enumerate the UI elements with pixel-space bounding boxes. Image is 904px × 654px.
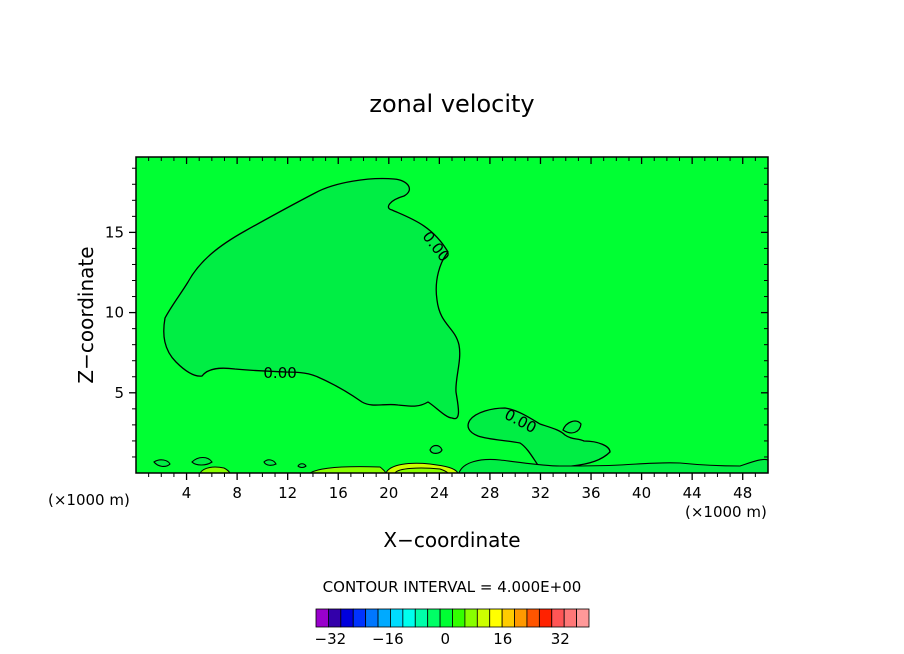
colorbar-swatch: [563, 608, 577, 628]
contour-interval-text: CONTOUR INTERVAL = 4.000E+00: [323, 578, 582, 596]
x-unit-left: (×1000 m): [48, 491, 130, 509]
colorbar-swatch: [452, 608, 466, 628]
x-tick-label: 28: [480, 484, 499, 502]
colorbar-swatch: [464, 608, 478, 628]
colorbar-tick-label: 16: [493, 630, 512, 648]
negative-region-lower-right: [429, 407, 611, 470]
x-tick-label: 44: [683, 484, 702, 502]
x-unit-right: (×1000 m): [685, 503, 767, 521]
colorbar-swatch: [315, 608, 329, 628]
y-tick-label: 5: [114, 384, 124, 402]
colorbar-swatch: [402, 608, 416, 628]
x-tick-label: 36: [581, 484, 600, 502]
colorbar-swatch: [390, 608, 404, 628]
colorbar-swatch: [538, 608, 553, 628]
x-axis: 4 8 12 16 20 24 28 32 36 40 44 48: [148, 157, 756, 502]
x-tick-label: 4: [182, 484, 192, 502]
y-tick-label: 10: [105, 304, 124, 322]
x-tick-label: 24: [430, 484, 449, 502]
colorbar-tick-label: 32: [551, 630, 570, 648]
colorbar-swatch: [414, 608, 429, 628]
y-axis-label: Z−coordinate: [74, 246, 98, 383]
surface-positive-patches: [199, 462, 459, 474]
colorbar-swatch: [427, 608, 441, 628]
colorbar-swatch: [377, 608, 391, 628]
x-tick-label: 48: [733, 484, 752, 502]
colorbar-swatch: [501, 608, 515, 628]
x-tick-label: 12: [278, 484, 297, 502]
negative-region-main: [163, 177, 461, 420]
chart-title: zonal velocity: [369, 90, 534, 118]
x-axis-label: X−coordinate: [383, 528, 520, 552]
negative-region-surface: [153, 456, 769, 474]
x-tick-label: 8: [232, 484, 242, 502]
colorbar-tick-label: 0: [441, 630, 451, 648]
colorbar-swatch: [328, 608, 342, 628]
colorbar-swatch: [340, 608, 354, 628]
x-tick-label: 16: [329, 484, 348, 502]
colorbar-tick-label: −16: [372, 630, 404, 648]
colorbar: −32 −16 0 16 32: [315, 608, 590, 648]
y-axis: 5 10 15: [105, 167, 768, 458]
colorbar-swatch: [352, 608, 367, 628]
colorbar-swatch: [365, 608, 379, 628]
x-tick-label: 40: [632, 484, 651, 502]
colorbar-swatch: [551, 608, 565, 628]
contour-label: 0.00: [263, 364, 296, 382]
x-tick-label: 32: [531, 484, 550, 502]
y-tick-label: 15: [105, 223, 124, 241]
x-tick-label: 20: [379, 484, 398, 502]
colorbar-swatch: [526, 608, 540, 628]
colorbar-tick-label: −32: [315, 630, 347, 648]
colorbar-swatch: [439, 608, 453, 628]
colorbar-swatch: [576, 608, 590, 628]
colorbar-swatch: [514, 608, 528, 628]
colorbar-swatch: [489, 608, 503, 628]
colorbar-swatch: [476, 608, 491, 628]
